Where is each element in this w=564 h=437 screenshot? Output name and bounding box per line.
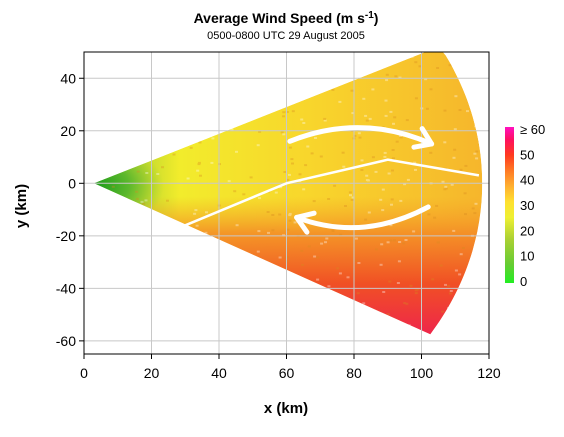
chart-title: Average Wind Speed (m s-1)	[194, 10, 379, 26]
y-axis: 40 20 0 -20 -40 -60	[56, 70, 84, 349]
x-axis-label: x (km)	[264, 400, 308, 417]
colorbar-tick-label: ≥ 60	[520, 122, 545, 137]
x-tick-label: 60	[279, 365, 295, 381]
y-tick-label: -60	[56, 333, 76, 349]
colorbar	[505, 127, 514, 283]
colorbar-tick-label: 0	[520, 274, 527, 289]
y-tick-label: -40	[56, 280, 76, 296]
y-axis-label: y (km)	[13, 184, 30, 228]
boundary-line	[184, 158, 480, 227]
y-tick-label: 20	[60, 123, 76, 139]
colorbar-tick-label: 30	[520, 198, 534, 213]
westward-flow-arrow	[294, 204, 431, 235]
y-tick-label: 0	[68, 175, 76, 191]
grid-lines	[84, 52, 489, 354]
y-tick-label: -20	[56, 228, 76, 244]
colorbar-ticks: ≥ 60 50 40 30 20 10 0	[520, 122, 545, 289]
chart-subtitle: 0500-0800 UTC 29 August 2005	[207, 30, 365, 42]
x-tick-label: 120	[477, 365, 501, 381]
colorbar-tick-label: 10	[520, 249, 534, 264]
colorbar-tick-label: 50	[520, 147, 534, 162]
colorbar-tick-label: 40	[520, 173, 534, 188]
x-tick-label: 40	[211, 365, 227, 381]
x-tick-label: 80	[346, 365, 362, 381]
x-tick-label: 20	[144, 365, 160, 381]
y-tick-label: 40	[60, 70, 76, 86]
x-tick-label: 0	[80, 365, 88, 381]
colorbar-tick-label: 20	[520, 223, 534, 238]
x-axis: 0 20 40 60 80 100 120	[80, 354, 501, 381]
eastward-flow-arrow	[287, 125, 435, 150]
annotations	[184, 125, 480, 235]
x-tick-label: 100	[410, 365, 434, 381]
